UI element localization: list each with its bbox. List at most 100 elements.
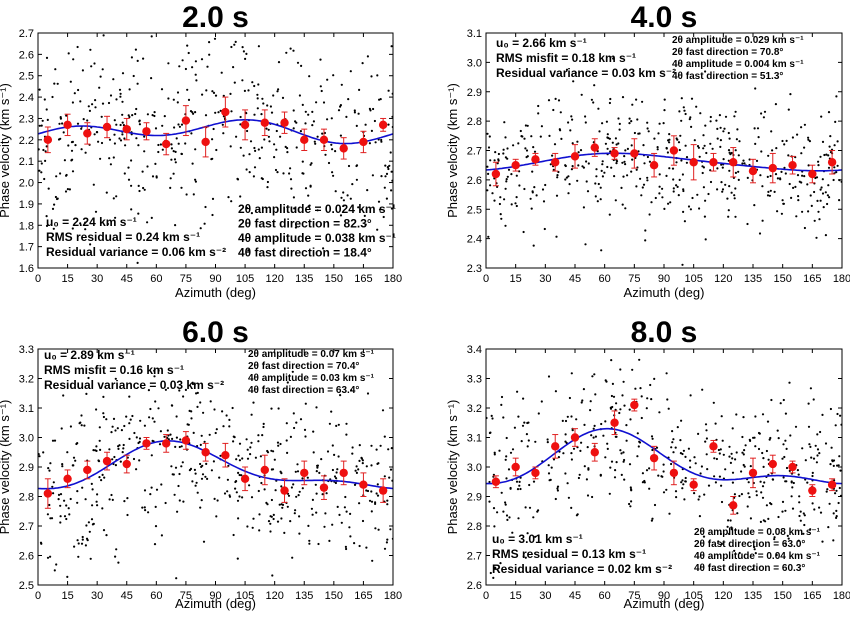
observation-point	[836, 164, 839, 167]
observation-point	[773, 190, 776, 193]
observation-point	[672, 190, 675, 193]
binned-mean-point	[43, 135, 53, 145]
observation-point	[694, 462, 697, 465]
binned-mean-point	[359, 137, 368, 147]
observation-point	[579, 149, 583, 152]
x-tick-label: 105	[236, 273, 254, 285]
observation-point	[611, 405, 614, 409]
observation-point	[566, 482, 569, 485]
observation-point	[223, 492, 227, 495]
observation-point	[154, 162, 157, 165]
observation-point	[99, 75, 102, 78]
observation-point	[170, 465, 173, 468]
y-tick-label: 3.1	[19, 403, 34, 415]
observation-point	[194, 148, 197, 151]
observation-point	[250, 413, 253, 416]
binned-mean-point	[221, 107, 230, 117]
observation-point	[661, 187, 664, 190]
observation-point	[298, 490, 301, 493]
observation-point	[117, 447, 120, 450]
observation-point	[179, 438, 182, 441]
observation-point	[768, 194, 772, 197]
observation-point	[674, 446, 677, 449]
observation-point	[817, 160, 820, 163]
observation-point	[728, 445, 731, 448]
observation-point	[388, 476, 391, 479]
observation-point	[73, 92, 76, 95]
observation-point	[783, 166, 786, 169]
observation-point	[748, 496, 751, 499]
observation-point	[390, 170, 393, 173]
observation-point	[679, 439, 682, 442]
observation-point	[90, 65, 93, 68]
observation-point	[784, 172, 787, 175]
observation-point	[111, 498, 114, 501]
observation-point	[253, 113, 256, 116]
binned-mean-point	[339, 468, 348, 478]
observation-point	[639, 177, 642, 180]
observation-point	[208, 41, 211, 44]
observation-point	[816, 448, 820, 451]
observation-point	[100, 115, 103, 118]
observation-point	[172, 150, 175, 153]
observation-point	[740, 470, 743, 473]
observation-point	[832, 464, 835, 467]
observation-point	[742, 159, 745, 162]
observation-point	[667, 407, 670, 410]
observation-point	[733, 493, 737, 496]
observation-point	[672, 187, 675, 190]
observation-point	[45, 145, 48, 148]
observation-point	[92, 449, 95, 452]
observation-point	[184, 388, 187, 391]
observation-point	[191, 480, 194, 483]
observation-point	[834, 424, 837, 427]
observation-point	[61, 463, 64, 466]
observation-point	[357, 112, 360, 115]
observation-point	[497, 158, 500, 161]
observation-point	[315, 470, 318, 473]
observation-point	[653, 377, 656, 380]
observation-point	[309, 163, 312, 166]
observation-point	[295, 146, 298, 149]
observation-point	[592, 436, 595, 439]
observation-point	[351, 183, 354, 186]
observation-point	[386, 503, 389, 506]
observation-point	[702, 147, 705, 150]
observation-point	[770, 398, 773, 402]
observation-point	[517, 517, 520, 520]
observation-point	[505, 455, 508, 458]
observation-point	[161, 148, 164, 151]
observation-point	[821, 192, 825, 195]
observation-point	[358, 88, 361, 91]
observation-point	[219, 454, 222, 457]
observation-point	[713, 457, 716, 460]
observation-point	[69, 80, 72, 83]
observation-point	[593, 84, 596, 87]
observation-point	[277, 88, 280, 91]
observation-point	[372, 107, 375, 111]
observation-point	[790, 196, 793, 199]
observation-point	[155, 176, 158, 179]
observation-point	[84, 498, 87, 501]
observation-point	[528, 483, 531, 487]
observation-point	[815, 236, 818, 239]
observation-point	[731, 457, 734, 460]
observation-point	[384, 175, 387, 178]
observation-point	[121, 121, 124, 124]
observation-point	[596, 200, 599, 203]
observation-point	[177, 484, 180, 488]
observation-point	[612, 395, 616, 398]
x-tick-label: 30	[539, 273, 551, 285]
observation-point	[110, 431, 113, 434]
observation-point	[787, 154, 790, 157]
observation-point	[808, 443, 811, 446]
observation-point	[361, 459, 364, 462]
observation-point	[540, 125, 544, 128]
observation-point	[336, 505, 339, 508]
observation-point	[580, 441, 583, 444]
observation-point	[351, 446, 354, 449]
observation-point	[106, 222, 109, 226]
observation-point	[128, 422, 131, 425]
observation-point	[656, 146, 659, 149]
observation-point	[755, 490, 758, 493]
